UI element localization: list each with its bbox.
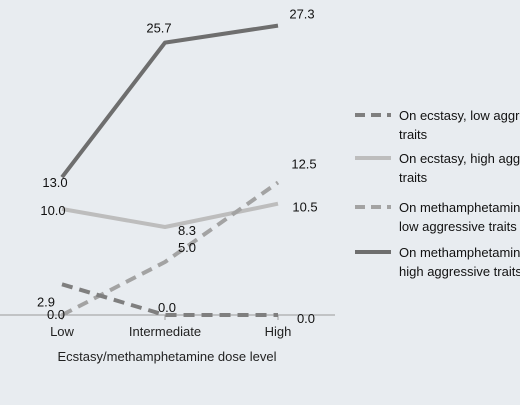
data-label: 10.5 [292, 200, 317, 215]
legend-label: On ecstasy, low aggre [399, 108, 520, 123]
data-label: 2.9 [37, 294, 55, 309]
legend-label: low aggressive traits [399, 219, 517, 234]
data-label: 12.5 [291, 157, 316, 172]
data-label: 8.3 [178, 223, 196, 238]
series-line [61, 180, 280, 317]
legend-label: On methamphetamin [399, 245, 520, 260]
legend: On ecstasy, low aggre traits On ecstasy, h… [355, 108, 520, 279]
data-label: 10.0 [40, 203, 65, 218]
legend-label: traits [399, 170, 428, 185]
data-label: 13.0 [42, 175, 67, 190]
legend-label: high aggressive traits [399, 264, 520, 279]
data-label: 0.0 [297, 311, 315, 326]
x-tick-label: High [265, 324, 292, 339]
data-label: 0.0 [47, 307, 65, 322]
x-tick-label: Intermediate [129, 324, 201, 339]
series-line [61, 201, 279, 229]
data-label: 25.7 [146, 21, 171, 36]
data-label: 27.3 [289, 7, 314, 22]
x-ticks: Low Intermediate High [50, 315, 291, 339]
legend-label: On ecstasy, high agg [399, 151, 520, 166]
series-line [60, 23, 279, 179]
legend-label: traits [399, 127, 428, 142]
x-axis-title: Ecstasy/methamphetamine dose level [58, 349, 277, 364]
value-labels: 2.9 0.00.010.08.310.50.05.012.513.025.727… [37, 7, 318, 326]
x-tick-label: Low [50, 324, 74, 339]
legend-label: On methamphetamin [399, 200, 520, 215]
data-label: 5.0 [178, 240, 196, 255]
series-line [61, 282, 278, 317]
series-lines [60, 23, 280, 317]
data-label: 0.0 [158, 300, 176, 315]
